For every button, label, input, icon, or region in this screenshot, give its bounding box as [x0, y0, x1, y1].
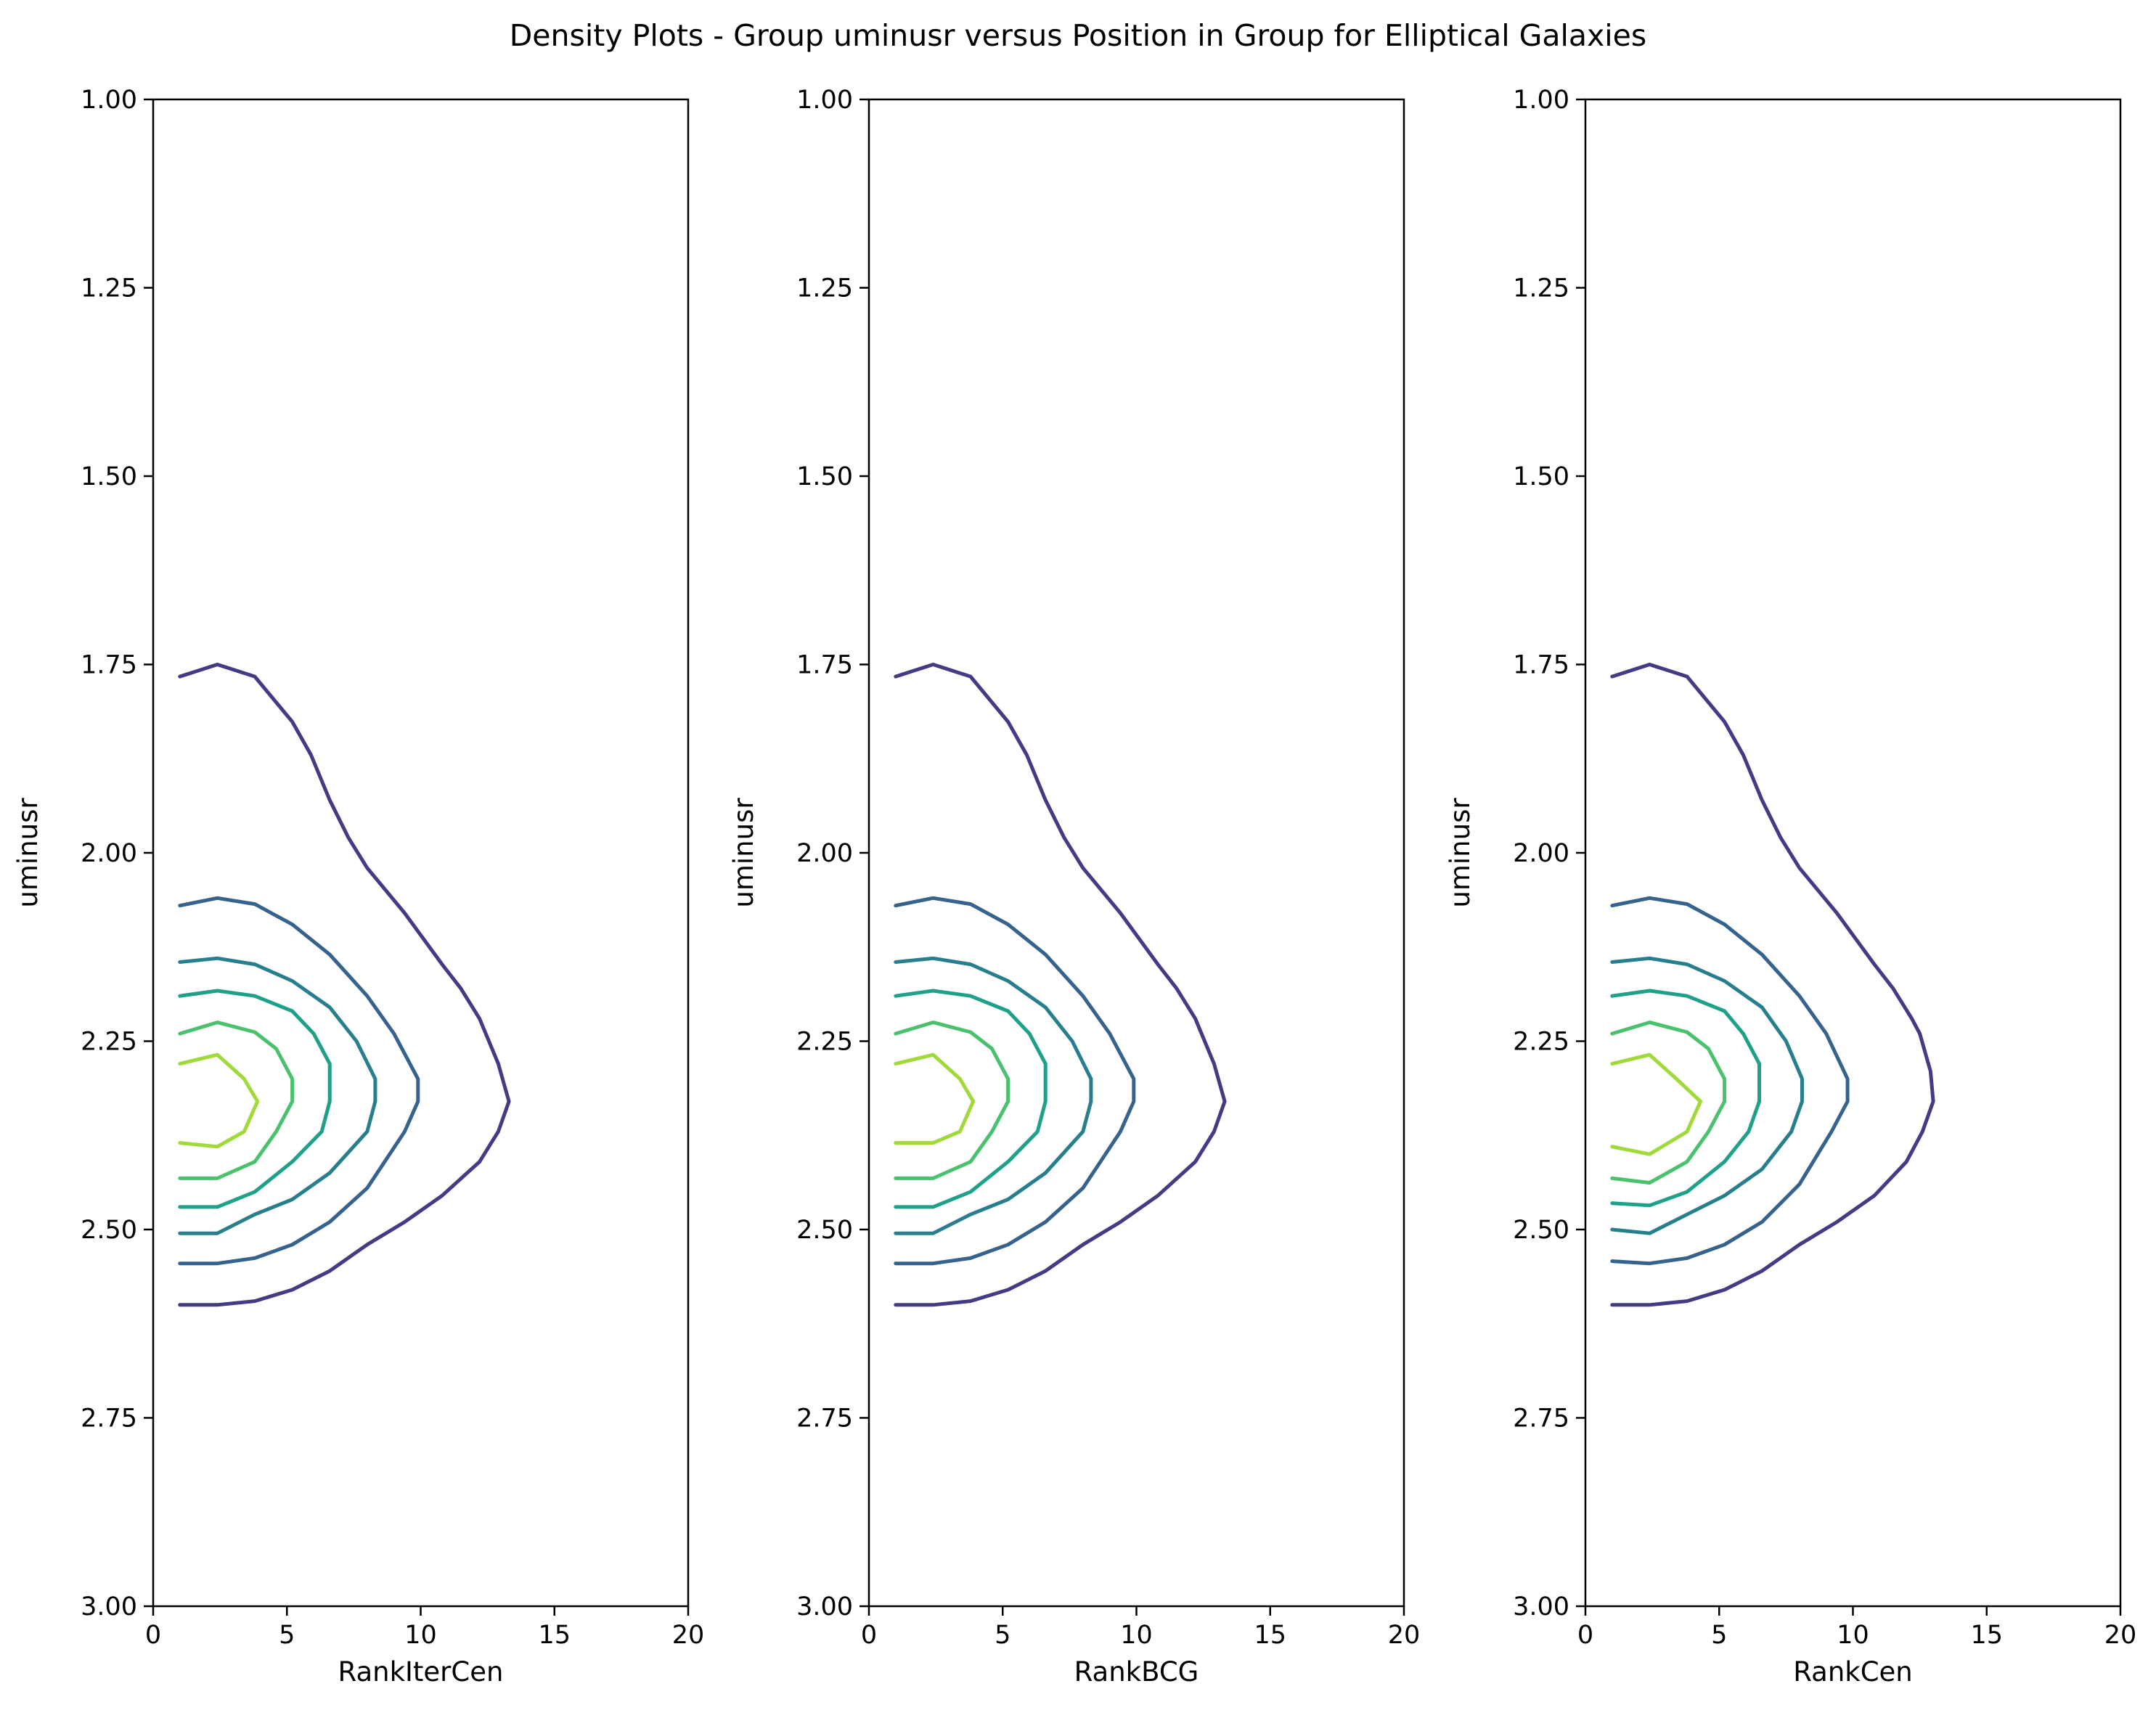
contour-level-6: [894, 1052, 976, 1145]
y-tick-label: 2.00: [1513, 839, 1569, 868]
x-tick-label: 10: [1837, 1621, 1869, 1650]
x-axis-label: RankIterCen: [338, 1656, 504, 1688]
y-axis-label: uminusr: [1445, 798, 1476, 908]
y-tick-label: 2.50: [1513, 1216, 1569, 1245]
contour-level-1: [1610, 663, 1935, 1307]
y-tick-label: 1.75: [81, 651, 137, 680]
y-tick-label: 2.75: [1513, 1404, 1569, 1433]
y-tick-label: 1.00: [796, 86, 853, 115]
contour-level-5: [1610, 1020, 1727, 1185]
x-tick-label: 5: [279, 1621, 295, 1650]
plot-area: [1585, 99, 2120, 1606]
contour-level-4: [178, 989, 332, 1209]
x-axis-label: RankCen: [1793, 1656, 1913, 1688]
y-tick-label: 2.00: [796, 839, 853, 868]
y-tick-label: 3.00: [81, 1592, 137, 1621]
x-tick-label: 10: [1120, 1621, 1153, 1650]
contour-level-4: [894, 989, 1048, 1209]
x-tick-label: 20: [1388, 1621, 1421, 1650]
contour-level-3: [178, 956, 377, 1235]
y-axis-label: uminusr: [728, 798, 759, 908]
x-tick-label: 5: [1711, 1621, 1727, 1650]
contour-level-6: [1610, 1052, 1702, 1156]
x-tick-label: 15: [1970, 1621, 2003, 1650]
subplot-1: 0 5 10 15 20 1.00 1.25 1.50 1.75 2.00 2.25 2.50 2.75…: [12, 86, 704, 1688]
plot-area: [869, 99, 1404, 1606]
y-tick-label: 2.25: [81, 1028, 137, 1057]
y-tick-label: 1.50: [81, 462, 137, 491]
y-tick-label: 1.50: [1513, 462, 1569, 491]
subplot-3: 0 5 10 15 20 1.00 1.25 1.50 1.75 2.00 2.25 2.50 2.75…: [1445, 86, 2136, 1688]
x-tick-label: 0: [861, 1621, 877, 1650]
y-tick-label: 2.75: [796, 1404, 853, 1433]
contour-level-2: [178, 896, 420, 1266]
contour-level-3: [1610, 956, 1804, 1235]
contour-level-5: [894, 1020, 1010, 1180]
subplot-2: 0 5 10 15 20 1.00 1.25 1.50 1.75 2.00 2.25 2.50 2.75…: [728, 86, 1420, 1688]
y-tick-label: 1.00: [1513, 86, 1569, 115]
y-tick-label: 2.75: [81, 1404, 137, 1433]
x-tick-label: 0: [1577, 1621, 1593, 1650]
y-tick-label: 1.25: [1513, 274, 1569, 303]
y-tick-label: 3.00: [796, 1592, 853, 1621]
y-tick-label: 1.50: [796, 462, 853, 491]
x-tick-label: 15: [538, 1621, 571, 1650]
contour-level-6: [178, 1052, 260, 1149]
x-tick-label: 0: [145, 1621, 161, 1650]
y-tick-label: 1.75: [796, 651, 853, 680]
y-axis-label: uminusr: [12, 798, 44, 908]
x-axis-label: RankBCG: [1074, 1656, 1199, 1688]
figure-title: Density Plots - Group uminusr versus Pos…: [510, 18, 1647, 53]
y-tick-label: 2.25: [1513, 1028, 1569, 1057]
contour-level-4: [1610, 989, 1761, 1208]
y-tick-label: 1.25: [796, 274, 853, 303]
y-tick-label: 2.50: [81, 1216, 137, 1245]
plot-area: [153, 99, 688, 1606]
subplot-panels: 0 5 10 15 20 1.00 1.25 1.50 1.75 2.00 2.25 2.50 2.75…: [12, 86, 2136, 1688]
contour-level-3: [894, 956, 1093, 1235]
y-tick-label: 3.00: [1513, 1592, 1569, 1621]
contour-level-5: [178, 1020, 295, 1180]
contour-level-2: [894, 896, 1136, 1266]
y-tick-label: 2.50: [796, 1216, 853, 1245]
x-tick-label: 5: [995, 1621, 1010, 1650]
y-tick-label: 1.25: [81, 274, 137, 303]
y-tick-label: 2.25: [796, 1028, 853, 1057]
x-tick-label: 20: [672, 1621, 705, 1650]
contour-level-2: [1610, 896, 1850, 1266]
contour-level-1: [178, 663, 511, 1307]
y-tick-label: 1.75: [1513, 651, 1569, 680]
y-tick-label: 2.00: [81, 839, 137, 868]
x-tick-label: 15: [1254, 1621, 1286, 1650]
contour-level-1: [894, 663, 1227, 1307]
y-tick-label: 1.00: [81, 86, 137, 115]
x-tick-label: 20: [2104, 1621, 2137, 1650]
x-tick-label: 10: [404, 1621, 437, 1650]
